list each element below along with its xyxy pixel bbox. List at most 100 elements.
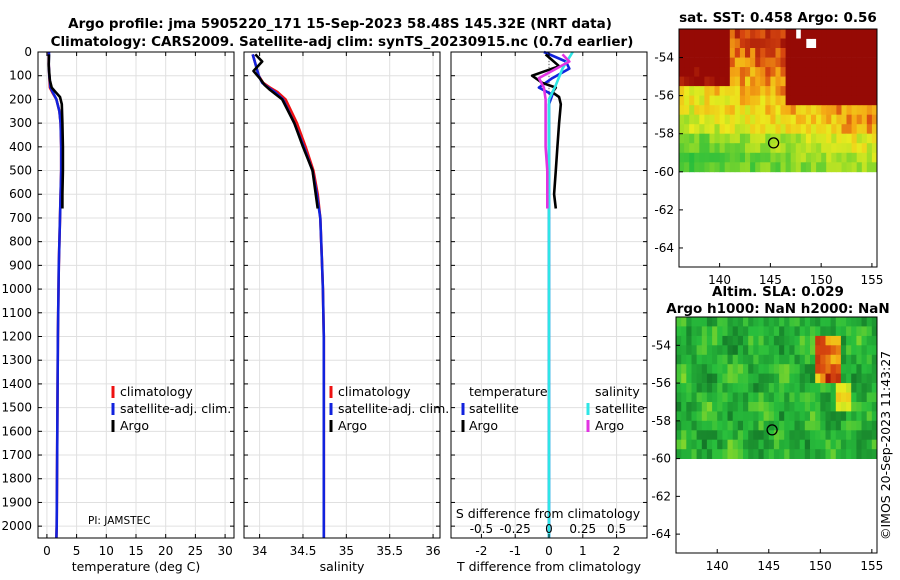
heatmap-cell (758, 392, 765, 403)
heatmap-cell (816, 57, 822, 68)
heatmap-cell (799, 364, 806, 374)
heatmap-cell (712, 383, 718, 393)
heatmap-cell (871, 383, 878, 393)
heatmap-cell (779, 326, 785, 337)
heatmap-cell (712, 430, 718, 441)
heatmap-cell (805, 67, 812, 77)
heatmap-cell (732, 449, 739, 459)
heatmap-cell (775, 48, 781, 58)
heatmap-cell (717, 430, 723, 441)
heatmap-cell (851, 430, 857, 441)
lon-tick-label: 155 (860, 559, 883, 573)
heatmap-cell (727, 373, 734, 384)
sla-map-title-line1: Altim. SLA: 0.029 (712, 284, 844, 300)
heatmap-cell (856, 420, 862, 431)
top-tick-label: 0.25 (569, 522, 596, 536)
heatmap-cell (737, 392, 744, 403)
heatmap-cell (745, 76, 751, 87)
heatmap-cell (785, 67, 792, 77)
heatmap-cell (846, 29, 852, 39)
heatmap-cell (799, 317, 806, 327)
heatmap-cell (851, 162, 858, 173)
heatmap-cell (780, 29, 786, 39)
heatmap-cell (684, 76, 690, 87)
heatmap-cell (866, 354, 873, 365)
legend-salinity-header: salinity (595, 384, 640, 399)
heatmap-cell (768, 373, 775, 384)
heatmap-cell (780, 95, 786, 106)
heatmap-cell (732, 335, 739, 346)
heatmap-cell (739, 114, 746, 125)
heatmap-cell (841, 38, 847, 49)
heatmap-cell (810, 392, 816, 403)
lat-tick-label: -60 (654, 165, 674, 179)
heatmap-cell (758, 373, 765, 384)
heatmap-cell (835, 402, 842, 412)
heatmap-cell (691, 420, 698, 431)
legend-satellite: satellite-adj. clim. (338, 401, 449, 416)
heatmap-cell (821, 38, 827, 49)
heatmap-cell (755, 114, 761, 125)
heatmap-cell (800, 105, 807, 116)
heatmap-cell (805, 143, 812, 154)
heatmap-cell (745, 133, 751, 144)
heatmap-cell (755, 143, 761, 154)
heatmap-cell (712, 317, 718, 327)
heatmap-cell (846, 67, 852, 77)
heatmap-cell (712, 335, 718, 346)
heatmap-cell (734, 86, 741, 96)
heatmap-cell (780, 48, 786, 58)
heatmap-cell (851, 48, 858, 58)
heatmap-cell (871, 402, 878, 412)
heatmap-cell (748, 449, 754, 459)
heatmap-cell (799, 420, 806, 431)
heatmap-cell (694, 95, 700, 106)
heatmap-cell (770, 133, 776, 144)
series-argo (47, 54, 65, 209)
heatmap-cell (737, 430, 744, 441)
heatmap-cell (773, 449, 780, 459)
heatmap-cell (821, 143, 827, 154)
heatmap-cell (825, 439, 832, 450)
heatmap-cell (748, 402, 754, 412)
heatmap-cell (804, 383, 811, 393)
heatmap-cell (760, 76, 766, 87)
heatmap-cell (714, 86, 720, 96)
heatmap-cell (871, 364, 878, 374)
heatmap-cell (681, 354, 687, 365)
heatmap-cell (784, 402, 790, 412)
heatmap-cell (856, 124, 863, 135)
heatmap-cell (699, 143, 705, 154)
heatmap-cell (748, 364, 754, 374)
heatmap-cell (856, 95, 863, 106)
heatmap-cell (770, 57, 776, 68)
heatmap-cell (825, 449, 832, 459)
temperature-panel: 0100200300400500600700800900100011001200… (1, 45, 235, 574)
heatmap-cell (780, 76, 786, 87)
heatmap-cell (851, 105, 858, 116)
heatmap-cell (789, 420, 795, 431)
heatmap-cell (804, 420, 811, 431)
heatmap-cell (681, 317, 687, 327)
heatmap-cell (691, 364, 698, 374)
temperature-xlabel: temperature (deg C) (72, 559, 201, 574)
heatmap-cell (676, 430, 682, 441)
heatmap-cell (743, 383, 749, 393)
heatmap-cell (763, 439, 770, 450)
heatmap-cell (779, 420, 785, 431)
heatmap-cell (821, 57, 827, 68)
heatmap-cell (841, 143, 847, 154)
heatmap-cell (770, 48, 776, 58)
heatmap-cell (748, 430, 754, 441)
heatmap-cell (679, 86, 685, 96)
heatmap-cell (861, 124, 868, 135)
heatmap-cell (696, 411, 703, 422)
heatmap-cell (691, 439, 698, 450)
heatmap-cell (701, 420, 708, 431)
heatmap-cell (694, 143, 700, 154)
heatmap-cell (836, 105, 842, 116)
heatmap-cell (821, 86, 827, 96)
heatmap-cell (719, 95, 726, 106)
heatmap-cell (831, 114, 837, 125)
heatmap-cell (866, 76, 873, 87)
